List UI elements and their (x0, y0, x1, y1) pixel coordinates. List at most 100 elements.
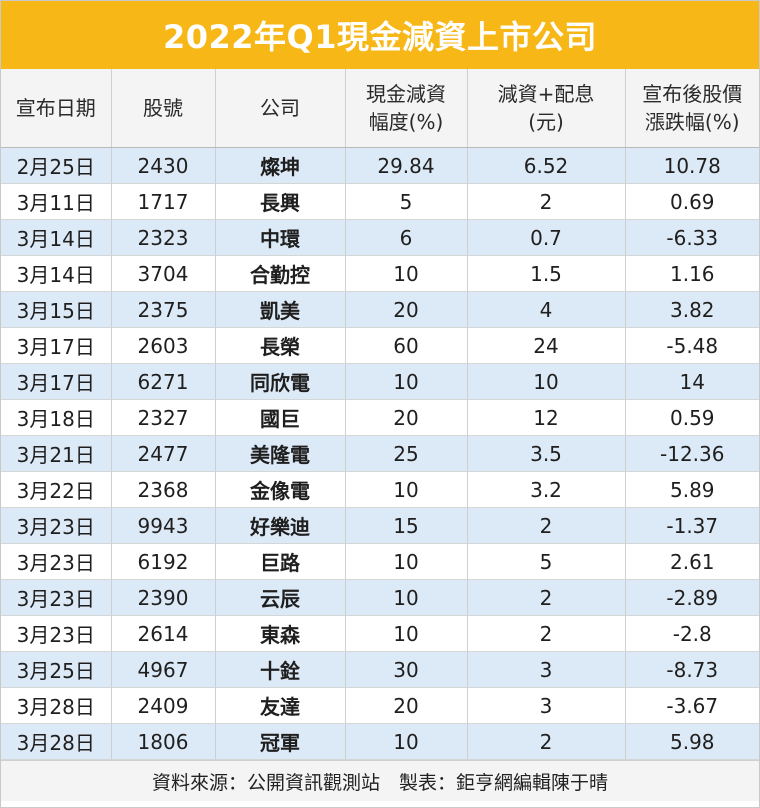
cell-price-change: -2.8 (625, 615, 759, 652)
cell-per-share: 0.7 (467, 219, 626, 256)
cell-company: 長榮 (215, 327, 346, 364)
cell-code: 9943 (111, 507, 216, 544)
table-row: 3月15日 2375 凱美 20 4 3.82 (1, 291, 759, 328)
cell-reduction-pct: 29.84 (345, 147, 468, 184)
cell-reduction-pct: 10 (345, 579, 468, 616)
cell-company: 長興 (215, 183, 346, 220)
cell-price-change: 1.16 (625, 255, 759, 292)
cell-code: 2614 (111, 615, 216, 652)
table-body: 2月25日 2430 燦坤 29.84 6.52 10.78 3月11日 1717 長興 5 2 0.… (1, 147, 759, 760)
table-row: 3月18日 2327 國巨 20 12 0.59 (1, 399, 759, 436)
cell-price-change: -1.37 (625, 507, 759, 544)
cell-reduction-pct: 15 (345, 507, 468, 544)
header-code: 股號 (111, 69, 216, 148)
cell-company: 十銓 (215, 651, 346, 688)
cell-company: 合勤控 (215, 255, 346, 292)
cell-per-share: 3.5 (467, 435, 626, 472)
table-row: 3月28日 2409 友達 20 3 -3.67 (1, 687, 759, 724)
cell-per-share: 2 (467, 183, 626, 220)
table-row: 3月25日 4967 十銓 30 3 -8.73 (1, 651, 759, 688)
table-row: 3月17日 6271 同欣電 10 10 14 (1, 363, 759, 400)
table-row: 3月17日 2603 長榮 60 24 -5.48 (1, 327, 759, 364)
cell-company: 巨路 (215, 543, 346, 580)
table-title: 2022年Q1現金減資上市公司 (1, 1, 759, 69)
cell-company: 美隆電 (215, 435, 346, 472)
cell-date: 3月11日 (1, 183, 112, 220)
cell-reduction-pct: 20 (345, 291, 468, 328)
cell-reduction-pct: 10 (345, 543, 468, 580)
cell-code: 2390 (111, 579, 216, 616)
cell-price-change: 5.89 (625, 471, 759, 508)
source-footer: 資料來源：公開資訊觀測站 製表：鉅亨網編輯陳于晴 (1, 760, 759, 801)
cell-date: 3月17日 (1, 327, 112, 364)
cell-reduction-pct: 20 (345, 399, 468, 436)
reduction-table: 宣布日期 股號 公司 現金減資 幅度(%) 減資+配息 (元) 宣布後股價 漲跌… (1, 69, 759, 760)
header-company: 公司 (215, 69, 346, 148)
table-row: 3月23日 6192 巨路 10 5 2.61 (1, 543, 759, 580)
cell-price-change: 3.82 (625, 291, 759, 328)
header-price-change: 宣布後股價 漲跌幅(%) (625, 69, 759, 148)
cell-date: 3月28日 (1, 687, 112, 724)
cell-price-change: 14 (625, 363, 759, 400)
cell-reduction-pct: 10 (345, 615, 468, 652)
cell-per-share: 2 (467, 615, 626, 652)
cell-reduction-pct: 6 (345, 219, 468, 256)
cell-company: 冠軍 (215, 723, 346, 760)
cell-reduction-pct: 10 (345, 363, 468, 400)
table-row: 3月23日 2614 東森 10 2 -2.8 (1, 615, 759, 652)
cell-date: 3月23日 (1, 507, 112, 544)
cell-price-change: -6.33 (625, 219, 759, 256)
cell-code: 6192 (111, 543, 216, 580)
cell-code: 3704 (111, 255, 216, 292)
cell-company: 好樂迪 (215, 507, 346, 544)
table-row: 2月25日 2430 燦坤 29.84 6.52 10.78 (1, 147, 759, 184)
table-row: 3月22日 2368 金像電 10 3.2 5.89 (1, 471, 759, 508)
table-row: 3月11日 1717 長興 5 2 0.69 (1, 183, 759, 220)
cell-date: 3月18日 (1, 399, 112, 436)
cell-price-change: -12.36 (625, 435, 759, 472)
cell-per-share: 3 (467, 651, 626, 688)
cell-price-change: 0.69 (625, 183, 759, 220)
cell-date: 3月23日 (1, 615, 112, 652)
cell-company: 同欣電 (215, 363, 346, 400)
cell-date: 3月23日 (1, 543, 112, 580)
cell-code: 1717 (111, 183, 216, 220)
cell-price-change: 0.59 (625, 399, 759, 436)
cell-date: 3月28日 (1, 723, 112, 760)
cell-price-change: 5.98 (625, 723, 759, 760)
table-row: 3月14日 2323 中環 6 0.7 -6.33 (1, 219, 759, 256)
cell-reduction-pct: 60 (345, 327, 468, 364)
cell-reduction-pct: 30 (345, 651, 468, 688)
cell-price-change: 10.78 (625, 147, 759, 184)
cell-per-share: 2 (467, 579, 626, 616)
header-row: 宣布日期 股號 公司 現金減資 幅度(%) 減資+配息 (元) 宣布後股價 漲跌… (1, 69, 759, 148)
cell-per-share: 12 (467, 399, 626, 436)
table-row: 3月21日 2477 美隆電 25 3.5 -12.36 (1, 435, 759, 472)
cell-per-share: 1.5 (467, 255, 626, 292)
cell-date: 3月22日 (1, 471, 112, 508)
table-row: 3月23日 2390 云辰 10 2 -2.89 (1, 579, 759, 616)
cell-date: 3月21日 (1, 435, 112, 472)
header-date: 宣布日期 (1, 69, 112, 148)
cell-date: 3月14日 (1, 219, 112, 256)
cell-date: 3月23日 (1, 579, 112, 616)
cell-code: 4967 (111, 651, 216, 688)
cell-date: 3月15日 (1, 291, 112, 328)
cell-reduction-pct: 10 (345, 723, 468, 760)
cell-code: 1806 (111, 723, 216, 760)
header-reduction-pct: 現金減資 幅度(%) (345, 69, 468, 148)
cell-company: 金像電 (215, 471, 346, 508)
cell-per-share: 24 (467, 327, 626, 364)
cell-reduction-pct: 20 (345, 687, 468, 724)
cell-code: 2368 (111, 471, 216, 508)
cell-price-change: -2.89 (625, 579, 759, 616)
cell-company: 云辰 (215, 579, 346, 616)
cell-reduction-pct: 10 (345, 255, 468, 292)
table-row: 3月28日 1806 冠軍 10 2 5.98 (1, 723, 759, 760)
cell-per-share: 2 (467, 507, 626, 544)
cell-per-share: 2 (467, 723, 626, 760)
cell-code: 2603 (111, 327, 216, 364)
cell-date: 3月25日 (1, 651, 112, 688)
cell-code: 6271 (111, 363, 216, 400)
